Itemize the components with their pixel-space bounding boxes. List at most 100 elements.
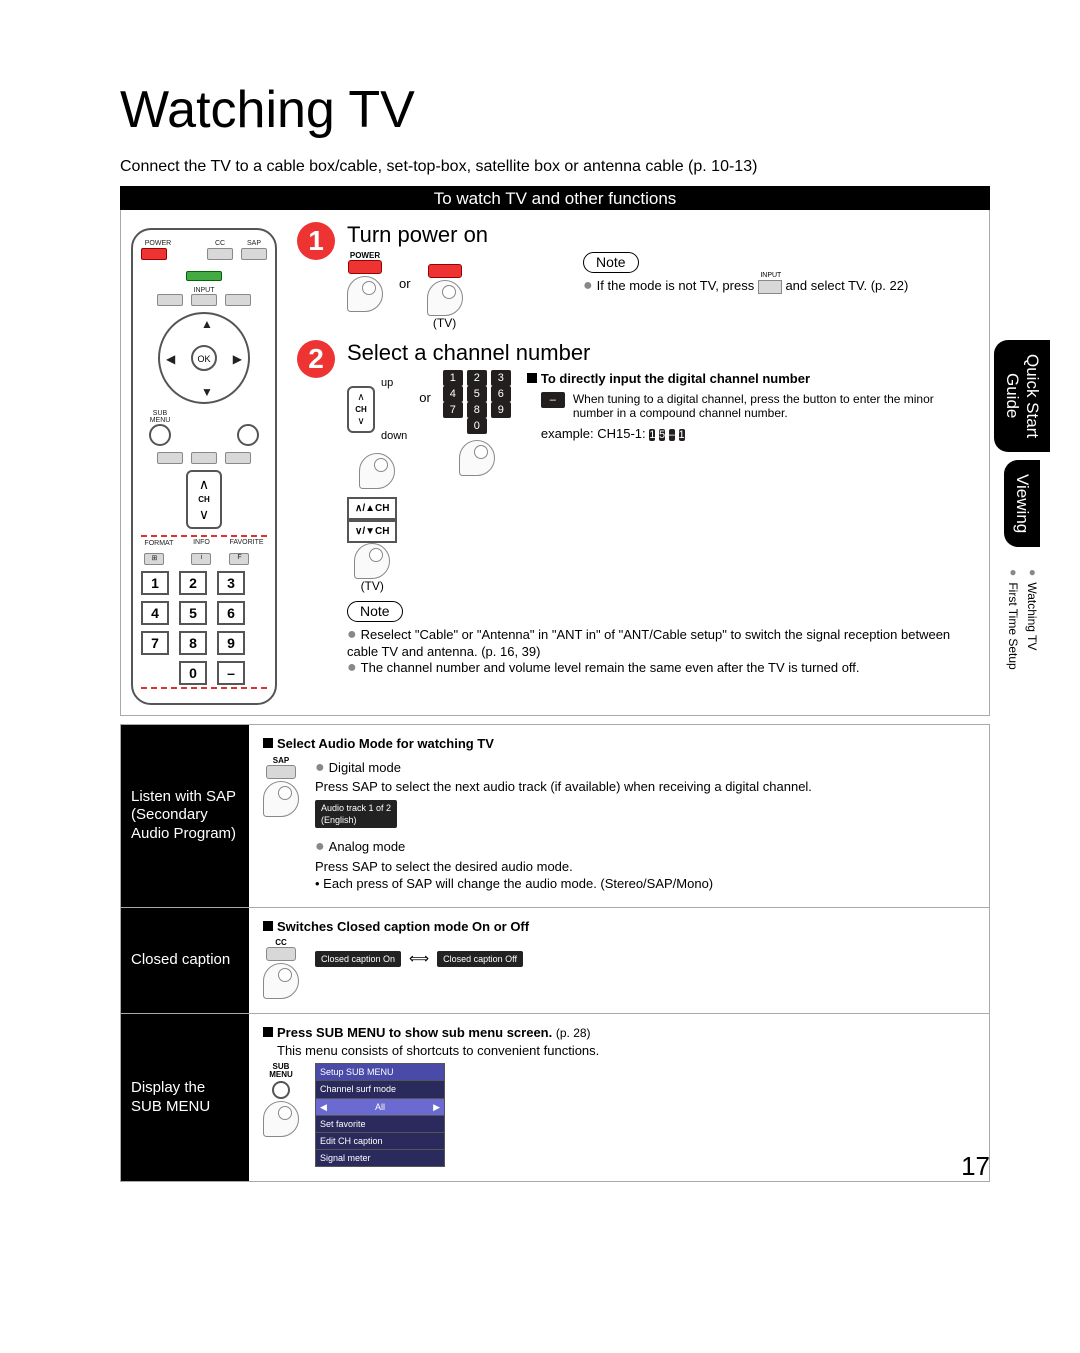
input-label: INPUT [157,287,251,294]
or-label: or [419,370,431,405]
step2-note-1: ●Reselect "Cable" or "Antenna" in "ANT i… [347,626,975,659]
submenu-title: Setup SUB MENU [316,1064,444,1080]
example-line: example: CH15-1: 1 5 – 1 [541,426,975,443]
format-button-icon: ⊞ [144,553,164,565]
input-chip-icon [758,280,782,294]
hand-icon [263,963,299,999]
sap-button-icon: SAP [263,757,299,893]
submenu-item: ◀All▶ [316,1098,444,1115]
sap-button-icon [241,248,267,260]
or-label: or [399,252,411,291]
power-remote-icon: POWER [347,252,383,312]
page-number: 17 [961,1151,990,1182]
cc-label: CC [207,240,233,247]
step1-note-text: ●If the mode is not TV, press and select… [583,277,975,295]
power-label: POWER [141,240,175,247]
input-button-icon [157,294,183,306]
tv-caption: (TV) [433,316,456,330]
cc-button-icon: CC [263,939,299,999]
up-arrow-icon: ▲ [201,317,213,331]
digit-key: 5 [179,601,207,625]
cc-heading: Switches Closed caption mode On or Off [263,918,975,936]
sap-label: Listen with SAP (Secondary Audio Program… [121,725,249,907]
step1-heading: Turn power on [347,222,975,248]
digit-key: 7 [141,631,169,655]
numpad-small-icon: 123 456 789 0 [443,370,511,476]
submenu-label-cell: Display the SUB MENU [121,1014,249,1181]
bar-button-icon [225,452,251,464]
format-label: FORMAT [144,540,173,547]
cc-button-icon [207,248,233,260]
note-pill: Note [347,601,403,622]
analog-mode-body1: Press SAP to select the desired audio mo… [315,858,975,876]
hand-icon [459,440,495,476]
intro-text: Connect the TV to a cable box/cable, set… [120,158,990,176]
input-button-icon [225,294,251,306]
side-links: ● Watching TV ● First Time Setup [1003,565,1041,670]
digit-key: 8 [179,631,207,655]
digit-key: 9 [217,631,245,655]
digital-mode-head: Digital mode [329,760,401,775]
left-arrow-icon: ◀ [166,352,175,366]
sap-label: SAP [241,240,267,247]
ch-label: CH [198,495,210,504]
hand-icon [263,781,299,817]
step2-note-2: ●The channel number and volume level rem… [347,659,975,677]
bar-button-icon [191,452,217,464]
feature-cc: Closed caption Switches Closed caption m… [121,907,989,1014]
dash-key-icon: – [541,392,565,408]
input-button-icon [191,294,217,306]
side-tabs: Quick StartGuide Viewing ● Watching TV ●… [994,340,1050,670]
info-label: INFO [191,539,211,546]
bar-button-icon [157,452,183,464]
hand-icon [347,276,383,312]
digit-key: 1 [141,571,169,595]
direct-input-body: When tuning to a digital channel, press … [573,392,975,420]
dash-key: – [217,661,245,685]
tab-viewing: Viewing [1004,460,1040,547]
favorite-label: FAVORITE [229,539,263,546]
submenu-label: SUB MENU [149,410,171,424]
cc-off-badge: Closed caption Off [437,951,523,967]
submenu-sub: This menu consists of shortcuts to conve… [277,1042,975,1060]
round-button-icon [237,424,259,446]
section-banner: To watch TV and other functions [120,186,990,210]
ok-button-icon: OK [191,345,217,371]
digit-key: 0 [179,661,207,685]
step-1: 1 Turn power on POWER or [297,222,975,330]
down-arrow-icon: ▼ [201,385,213,399]
submenu-heading: Press SUB MENU to show sub menu screen. … [263,1024,975,1042]
digit-key: 3 [217,571,245,595]
ch-rocker-icon: ∧CH∨ [186,470,222,529]
main-columns: POWER CC SAP INPUT OK ▲ ▼ ◀ ▶ SUB ME [120,210,990,716]
page-title: Watching TV [120,80,990,140]
submenu-item: Channel surf mode [316,1080,444,1097]
digit-key: 6 [217,601,245,625]
submenu-button-icon [149,424,171,446]
power-tv-icon: (TV) [427,252,463,330]
feature-table: Listen with SAP (Secondary Audio Program… [120,724,990,1182]
ch-tv-buttons-icon: ∧/▲CH ∨/▼CH (TV) [347,497,397,593]
red-stripe: FORMAT⊞ INFOi FAVORITEF 1 2 3 4 5 6 7 8 … [141,535,267,689]
power-button-icon [141,248,167,260]
submenu-button-icon: SUB MENU [263,1063,299,1137]
step-2: 2 Select a channel number ∧CH∨ updown [297,340,975,677]
hand-icon [263,1101,299,1137]
tv-caption: (TV) [361,579,384,593]
digit-key: 4 [141,601,169,625]
ch-rocker-hand-icon: ∧CH∨ updown [347,370,407,489]
submenu-osd: Setup SUB MENU Channel surf mode ◀All▶ S… [315,1063,445,1167]
submenu-item: Set favorite [316,1115,444,1132]
aux-button-icon [186,271,222,281]
tab-quick-start: Quick StartGuide [994,340,1050,452]
sap-heading: Select Audio Mode for watching TV [263,735,975,753]
note-pill: Note [583,252,639,273]
step-number-2-icon: 2 [297,340,335,378]
cc-on-badge: Closed caption On [315,951,401,967]
right-arrow-icon: ▶ [233,352,242,366]
digit-key: 2 [179,571,207,595]
toggle-arrow-icon: ⟺ [405,949,433,968]
dpad-ring-icon: OK ▲ ▼ ◀ ▶ [158,312,250,404]
favorite-button-icon: F [229,553,249,565]
step-number-1-icon: 1 [297,222,335,260]
